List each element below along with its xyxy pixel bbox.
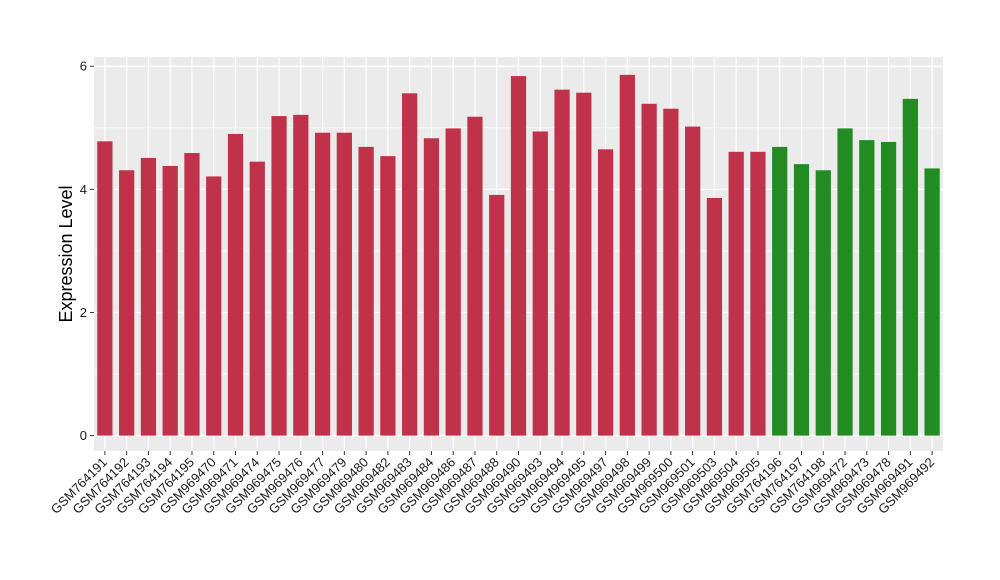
bar-GSM764198	[815, 170, 831, 436]
bars	[97, 74, 940, 436]
bar-GSM969498	[619, 74, 635, 436]
bar-GSM969472	[837, 128, 853, 436]
bar-GSM764192	[119, 170, 135, 436]
bar-GSM764197	[793, 164, 810, 436]
bar-GSM764193	[140, 157, 157, 436]
bar-GSM969477	[314, 132, 331, 436]
bar-GSM969493	[532, 131, 548, 436]
bar-GSM969487	[467, 116, 483, 436]
bar-GSM969486	[445, 128, 461, 436]
bar-GSM969471	[227, 133, 244, 436]
bar-GSM969500	[663, 108, 679, 436]
bar-GSM969473	[859, 140, 875, 436]
bar-GSM969503	[706, 197, 723, 436]
bar-GSM969478	[880, 141, 897, 436]
bar-GSM969476	[293, 114, 309, 436]
bar-GSM969494	[554, 89, 570, 436]
bar-GSM969504	[728, 151, 744, 436]
bar-GSM764191	[97, 141, 113, 436]
y-tick-label: 4	[80, 182, 87, 197]
bar-GSM969479	[336, 132, 352, 436]
bar-GSM969499	[641, 103, 657, 436]
bar-GSM969480	[358, 146, 374, 436]
bar-GSM969482	[380, 156, 396, 436]
bar-GSM764195	[184, 153, 200, 436]
bar-GSM969491	[902, 98, 918, 436]
y-axis: 0 2 4 6	[80, 59, 94, 443]
bar-GSM764194	[162, 165, 178, 436]
bar-GSM969474	[249, 161, 265, 436]
bar-GSM969484	[423, 138, 440, 436]
bar-GSM969505	[750, 151, 766, 436]
bar-GSM969490	[510, 76, 527, 436]
bar-GSM969501	[685, 126, 701, 436]
bar-GSM969475	[271, 116, 287, 436]
bar-GSM764196	[772, 146, 788, 436]
bar-GSM969470	[206, 176, 222, 436]
bar-GSM969492	[924, 168, 940, 436]
x-axis: GSM764191GSM764192GSM764193GSM764194GSM7…	[48, 451, 937, 517]
bar-GSM969488	[489, 194, 505, 436]
y-tick-label: 2	[80, 305, 87, 320]
bar-GSM969497	[597, 149, 614, 436]
y-tick-label: 0	[80, 428, 87, 443]
y-axis-title: Expression Level	[56, 185, 76, 322]
y-tick-label: 6	[80, 59, 87, 74]
bar-GSM969483	[402, 93, 418, 436]
bar-GSM969495	[576, 92, 592, 436]
